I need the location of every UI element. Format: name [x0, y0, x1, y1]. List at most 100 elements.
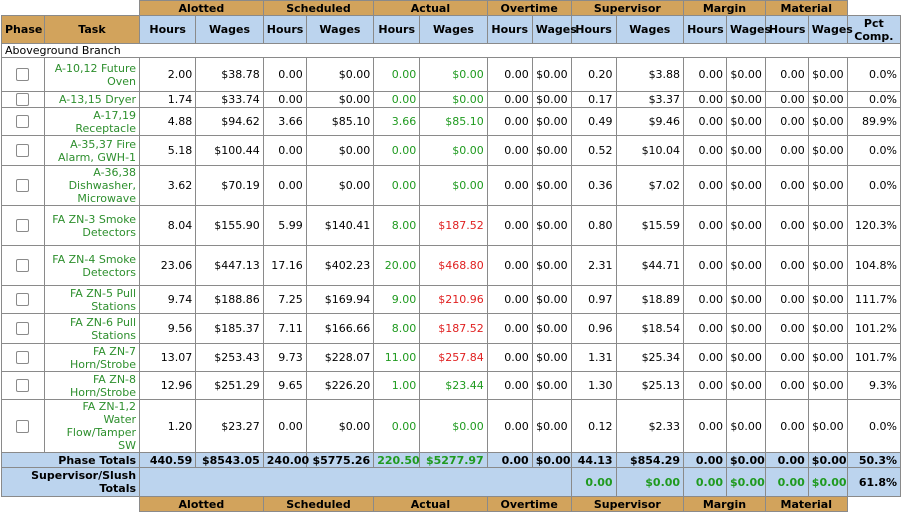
- cell-actual-wages: $468.80: [419, 245, 488, 286]
- phase-checkbox[interactable]: [16, 351, 30, 365]
- phase-checkbox[interactable]: [16, 68, 30, 82]
- cell-scheduled-wages: $140.41: [305, 205, 375, 246]
- phase-checkbox[interactable]: [16, 379, 30, 393]
- branch-label: Aboveground Branch: [1, 43, 901, 58]
- cell-material-hours: 0.00: [764, 135, 809, 166]
- cell-supervisor-wages: $3.37: [615, 91, 685, 108]
- task-name: FA ZN-3 Smoke Detectors: [43, 205, 141, 246]
- cell-scheduled-hours: 17.16: [262, 245, 307, 286]
- cell-alotted-hours: 1.74: [139, 91, 197, 108]
- group-header-row: Alotted Scheduled Actual Overtime Superv…: [1, 0, 901, 16]
- slush-material-wages: $0.00: [807, 467, 848, 497]
- cell-margin-hours: 0.00: [683, 371, 727, 400]
- cell-actual-hours: 8.00: [373, 205, 421, 246]
- cell-alotted-wages: $100.44: [195, 135, 264, 166]
- cell-overtime-hours: 0.00: [486, 313, 533, 344]
- cell-supervisor-wages: $25.13: [615, 371, 685, 400]
- table-row: A-36,38 Dishwasher, Microwave 3.62 $70.19 0…: [1, 165, 902, 206]
- cell-actual-wages: $0.00: [419, 165, 488, 206]
- cell-material-wages: $0.00: [807, 245, 848, 286]
- total-overtime-hours: 0.00: [486, 452, 533, 468]
- phase-checkbox-cell: [1, 135, 45, 166]
- total-scheduled-wages: $5775.26: [305, 452, 375, 468]
- cell-scheduled-hours: 0.00: [262, 135, 307, 166]
- phase-checkbox-cell: [1, 343, 45, 372]
- cell-supervisor-hours: 0.20: [570, 57, 617, 92]
- phase-checkbox[interactable]: [16, 93, 30, 107]
- phase-checkbox-cell: [1, 285, 45, 314]
- cell-scheduled-hours: 7.25: [262, 285, 307, 314]
- cell-margin-wages: $0.00: [726, 343, 766, 372]
- cell-material-hours: 0.00: [764, 245, 809, 286]
- cell-supervisor-hours: 1.30: [570, 371, 617, 400]
- cell-material-hours: 0.00: [764, 165, 809, 206]
- col-alotted-wages: Wages: [195, 15, 264, 44]
- cell-actual-hours: 11.00: [373, 343, 421, 372]
- branch-row: Aboveground Branch: [1, 43, 901, 58]
- phase-checkbox[interactable]: [16, 322, 30, 336]
- cell-pct-comp: 0.0%: [846, 165, 902, 206]
- task-name: A-17,19 Receptacle: [43, 107, 141, 136]
- cell-supervisor-hours: 0.97: [570, 285, 617, 314]
- cell-overtime-wages: $0.00: [531, 371, 572, 400]
- cell-actual-wages: $85.10: [419, 107, 488, 136]
- phase-checkbox[interactable]: [16, 115, 30, 129]
- cell-scheduled-wages: $226.20: [305, 371, 375, 400]
- cell-alotted-wages: $447.13: [195, 245, 264, 286]
- slush-supervisor-wages: $0.00: [615, 467, 685, 497]
- phase-checkbox[interactable]: [16, 419, 30, 433]
- table-row: FA ZN-6 Pull Stations 9.56 $185.37 7.11 $166…: [1, 313, 902, 344]
- cell-overtime-hours: 0.00: [486, 107, 533, 136]
- task-name: A-13,15 Dryer: [43, 91, 141, 108]
- cell-alotted-hours: 9.56: [139, 313, 197, 344]
- cell-alotted-hours: 3.62: [139, 165, 197, 206]
- task-name: FA ZN-1,2 Water Flow/Tamper SW: [43, 399, 141, 453]
- cell-overtime-wages: $0.00: [531, 57, 572, 92]
- total-alotted-wages: $8543.05: [195, 452, 264, 468]
- phase-checkbox[interactable]: [16, 144, 30, 158]
- footer-group-alotted: Alotted: [139, 496, 264, 512]
- total-material-hours: 0.00: [764, 452, 809, 468]
- supervisor-totals-row: Supervisor/Slush Totals 0.00 $0.00 0.00 …: [0, 467, 902, 497]
- cell-material-wages: $0.00: [807, 165, 848, 206]
- cell-supervisor-hours: 0.96: [570, 313, 617, 344]
- group-overtime: Overtime: [486, 0, 572, 16]
- phase-checkbox[interactable]: [16, 293, 30, 307]
- cell-pct-comp: 104.8%: [846, 245, 902, 286]
- table-row: FA ZN-7 Horn/Strobe 13.07 $253.43 9.73 $228.…: [1, 343, 902, 372]
- total-actual-hours: 220.50: [373, 452, 421, 468]
- cell-margin-wages: $0.00: [726, 57, 766, 92]
- phase-checkbox[interactable]: [16, 219, 30, 233]
- col-margin-wages: Wages: [726, 15, 771, 44]
- cell-pct-comp: 101.7%: [846, 343, 902, 372]
- cell-material-wages: $0.00: [807, 399, 848, 453]
- cell-alotted-wages: $251.29: [195, 371, 264, 400]
- cell-margin-wages: $0.00: [726, 135, 766, 166]
- cell-supervisor-wages: $44.71: [615, 245, 685, 286]
- phase-checkbox[interactable]: [16, 259, 30, 273]
- cell-pct-comp: 9.3%: [846, 371, 902, 400]
- cell-scheduled-wages: $0.00: [305, 91, 375, 108]
- table-row: FA ZN-4 Smoke Detectors 23.06 $447.13 17.16…: [1, 245, 902, 286]
- cell-scheduled-hours: 0.00: [262, 399, 307, 453]
- phase-totals-label: Phase Totals: [0, 452, 141, 468]
- cell-actual-hours: 8.00: [373, 313, 421, 344]
- group-actual: Actual: [373, 0, 488, 16]
- phase-checkbox[interactable]: [16, 179, 30, 193]
- cell-material-wages: $0.00: [807, 57, 848, 92]
- group-margin: Margin: [683, 0, 766, 16]
- cell-actual-wages: $0.00: [419, 91, 488, 108]
- cell-scheduled-wages: $402.23: [305, 245, 375, 286]
- cell-alotted-wages: $33.74: [195, 91, 264, 108]
- cell-overtime-wages: $0.00: [531, 135, 572, 166]
- cell-actual-hours: 9.00: [373, 285, 421, 314]
- total-supervisor-hours: 44.13: [570, 452, 617, 468]
- table-row: FA ZN-5 Pull Stations 9.74 $188.86 7.25 $169…: [1, 285, 902, 314]
- task-name: FA ZN-6 Pull Stations: [43, 313, 141, 344]
- cell-pct-comp: 0.0%: [846, 91, 902, 108]
- cell-alotted-wages: $185.37: [195, 313, 264, 344]
- task-name: FA ZN-5 Pull Stations: [43, 285, 141, 314]
- cell-supervisor-wages: $2.33: [615, 399, 685, 453]
- cell-margin-wages: $0.00: [726, 205, 766, 246]
